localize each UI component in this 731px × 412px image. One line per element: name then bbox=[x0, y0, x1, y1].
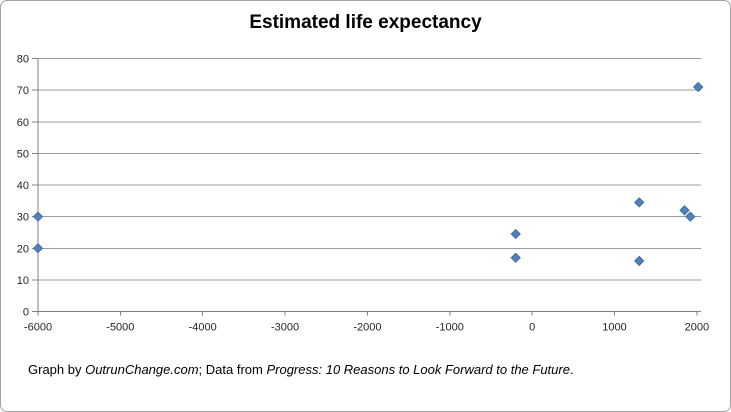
data-point-8 bbox=[693, 81, 704, 93]
y-tick-label-30: 30 bbox=[17, 212, 29, 224]
x-tick-label--2000: -2000 bbox=[353, 322, 381, 334]
y-tick-label-10: 10 bbox=[17, 275, 29, 287]
x-tick-label--5000: -5000 bbox=[106, 322, 134, 334]
caption-source-name: OutrunChange.com bbox=[85, 362, 199, 377]
y-tick-label-20: 20 bbox=[17, 243, 29, 255]
data-point-5 bbox=[634, 255, 645, 267]
data-point-2 bbox=[510, 228, 521, 240]
y-tick-label-70: 70 bbox=[17, 85, 29, 97]
data-point-7 bbox=[685, 211, 696, 222]
x-tick-label-2000: 2000 bbox=[685, 322, 709, 334]
data-point-0 bbox=[32, 211, 44, 222]
data-point-1 bbox=[32, 243, 44, 254]
data-point-3 bbox=[510, 252, 521, 263]
caption-text-middle: ; Data from bbox=[198, 362, 267, 377]
data-point-6 bbox=[679, 205, 690, 216]
caption-text-prefix: Graph by bbox=[28, 362, 86, 377]
data-point-4 bbox=[634, 197, 645, 208]
x-tick-label--4000: -4000 bbox=[189, 322, 217, 334]
y-tick-label-0: 0 bbox=[23, 307, 29, 319]
y-tick-label-60: 60 bbox=[17, 117, 29, 129]
y-tick-label-40: 40 bbox=[17, 180, 29, 192]
caption-book-title: Progress: 10 Reasons to Look Forward to … bbox=[266, 362, 570, 377]
y-tick-label-50: 50 bbox=[17, 148, 29, 160]
x-tick-label-0: 0 bbox=[529, 322, 535, 334]
x-tick-label-1000: 1000 bbox=[602, 322, 626, 334]
x-tick-label--6000: -6000 bbox=[24, 322, 52, 334]
x-tick-label--3000: -3000 bbox=[271, 322, 299, 334]
caption: Graph by OutrunChange.com; Data from Pro… bbox=[28, 362, 574, 377]
chart-title: Estimated life expectancy bbox=[249, 12, 482, 33]
y-tick-label-80: 80 bbox=[17, 54, 29, 66]
x-tick-label--1000: -1000 bbox=[436, 322, 464, 334]
caption-text-suffix: . bbox=[569, 362, 574, 377]
